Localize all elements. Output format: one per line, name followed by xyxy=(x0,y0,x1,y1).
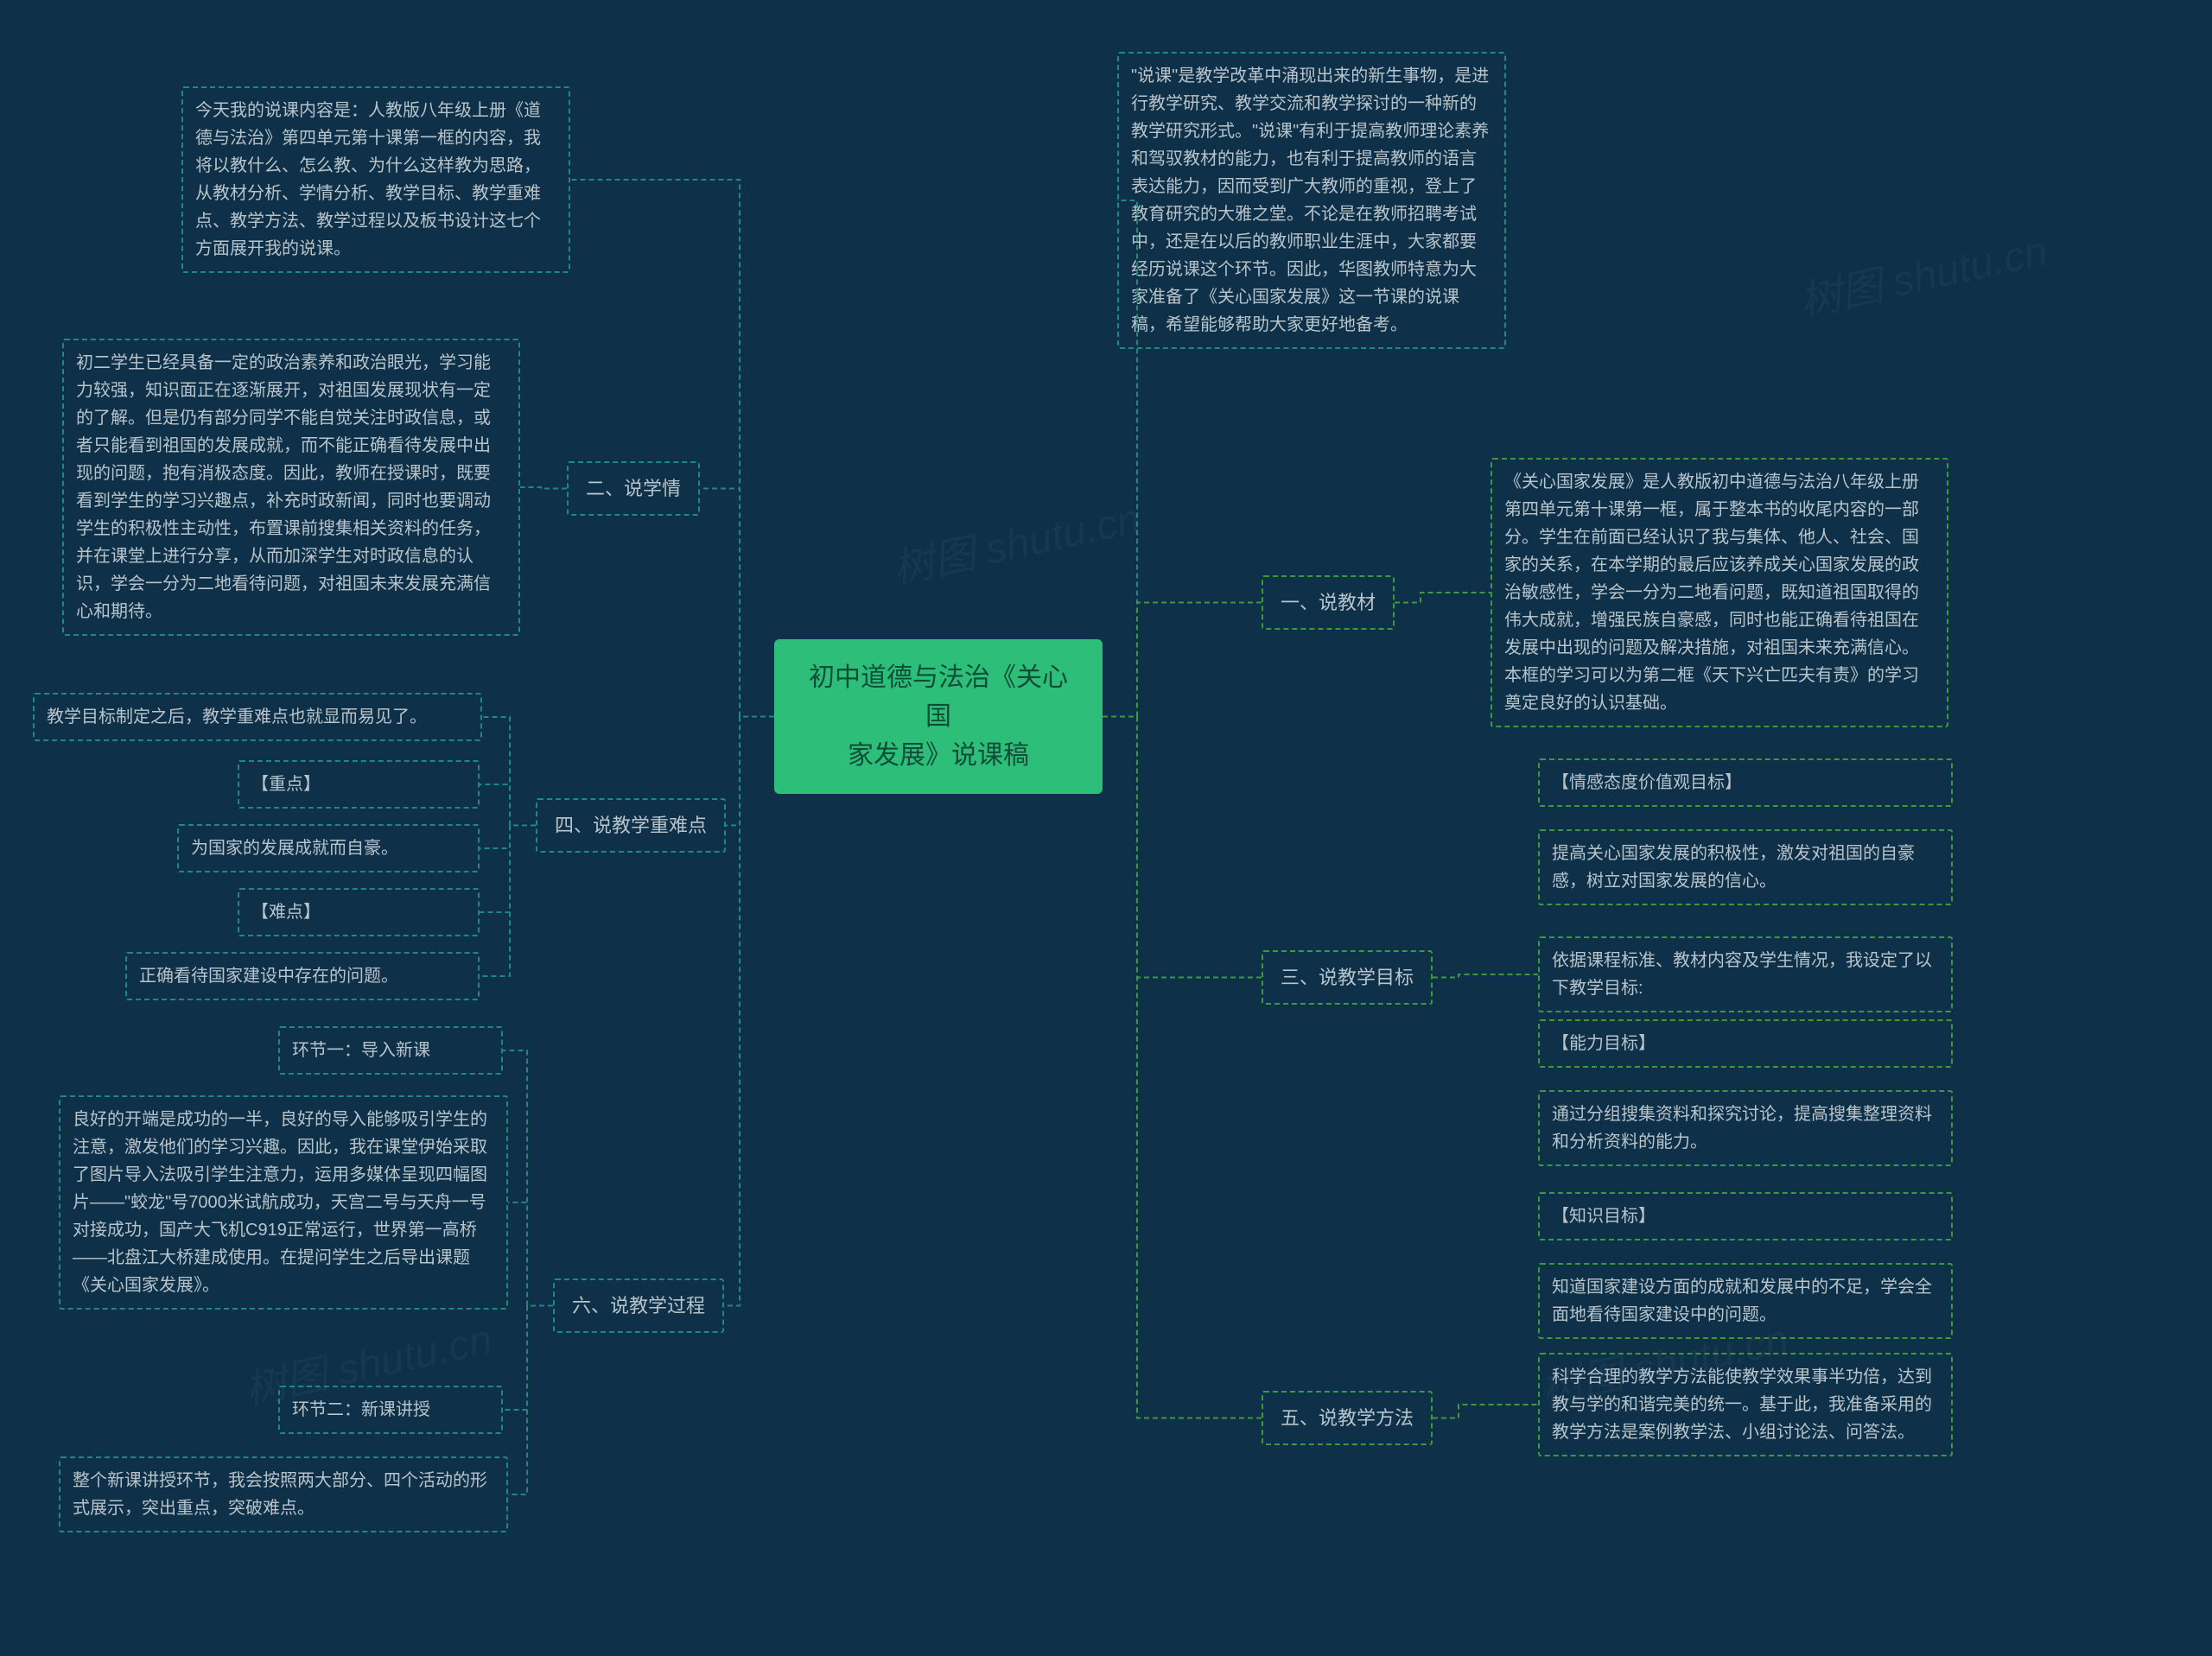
mindmap-node-s3_c1[interactable]: 【知识目标】 xyxy=(1538,1192,1953,1240)
mindmap-node-s5_c[interactable]: 科学合理的教学方法能使教学效果事半功倍，达到教与学的和谐完美的统一。基于此，我准… xyxy=(1538,1353,1953,1456)
mindmap-node-s2[interactable]: 二、说学情 xyxy=(567,461,700,516)
mindmap-node-s2_c[interactable]: 初二学生已经具备一定的政治素养和政治眼光，学习能力较强，知识面正在逐渐展开，对祖… xyxy=(62,339,520,636)
mindmap-node-s4_b2[interactable]: 为国家的发展成就而自豪。 xyxy=(177,824,480,872)
mindmap-canvas: 树图 shutu.cn树图 shutu.cn树图 shutu.cn树图 shut… xyxy=(0,0,2212,1656)
mindmap-node-s3_intro[interactable]: 依据课程标准、教材内容及学生情况，我设定了以下教学目标: xyxy=(1538,936,1953,1012)
mindmap-node-s4_b1[interactable]: 【重点】 xyxy=(238,760,480,809)
mindmap-node-s3_a1[interactable]: 【情感态度价值观目标】 xyxy=(1538,758,1953,807)
mindmap-node-s3_c2[interactable]: 知道国家建设方面的成就和发展中的不足，学会全面地看待国家建设中的问题。 xyxy=(1538,1263,1953,1339)
mindmap-node-s4_a[interactable]: 教学目标制定之后，教学重难点也就显而易见了。 xyxy=(33,693,482,741)
mindmap-node-s3_b2[interactable]: 通过分组搜集资料和探究讨论，提高搜集整理资料和分析资料的能力。 xyxy=(1538,1090,1953,1166)
mindmap-node-s4_c1[interactable]: 【难点】 xyxy=(238,888,480,936)
mindmap-node-s1[interactable]: 一、说教材 xyxy=(1262,575,1395,630)
mindmap-node-s3_a2[interactable]: 提高关心国家发展的积极性，激发对祖国的自豪感，树立对国家发展的信心。 xyxy=(1538,829,1953,905)
mindmap-node-s3_b1[interactable]: 【能力目标】 xyxy=(1538,1019,1953,1068)
mindmap-node-s4[interactable]: 四、说教学重难点 xyxy=(536,798,726,853)
mindmap-node-s6_d[interactable]: 整个新课讲授环节，我会按照两大部分、四个活动的形式展示，突出重点，突破难点。 xyxy=(59,1456,508,1532)
mindmap-node-s3[interactable]: 三、说教学目标 xyxy=(1262,950,1433,1005)
mindmap-node-s1_c[interactable]: 《关心国家发展》是人教版初中道德与法治八年级上册第四单元第十课第一框，属于整本书… xyxy=(1491,458,1948,727)
mindmap-node-intro_right[interactable]: "说课"是教学改革中涌现出来的新生事物，是进行教学研究、教学交流和教学探讨的一种… xyxy=(1117,52,1506,349)
mindmap-node-intro_left[interactable]: 今天我的说课内容是：人教版八年级上册《道德与法治》第四单元第十课第一框的内容，我… xyxy=(181,86,570,273)
center-topic[interactable]: 初中道德与法治《关心国家发展》说课稿 xyxy=(774,639,1103,794)
watermark: 树图 shutu.cn xyxy=(1794,217,2052,328)
mindmap-node-s4_c2[interactable]: 正确看待国家建设中存在的问题。 xyxy=(125,952,480,1000)
watermark: 树图 shutu.cn xyxy=(887,485,1145,596)
mindmap-node-s6[interactable]: 六、说教学过程 xyxy=(553,1278,724,1333)
mindmap-node-s5[interactable]: 五、说教学方法 xyxy=(1262,1391,1433,1445)
mindmap-node-s6_a[interactable]: 环节一：导入新课 xyxy=(278,1026,503,1075)
mindmap-node-s6_b[interactable]: 良好的开端是成功的一半，良好的导入能够吸引学生的注意，激发他们的学习兴趣。因此，… xyxy=(59,1095,508,1310)
mindmap-node-s6_c[interactable]: 环节二：新课讲授 xyxy=(278,1386,503,1434)
